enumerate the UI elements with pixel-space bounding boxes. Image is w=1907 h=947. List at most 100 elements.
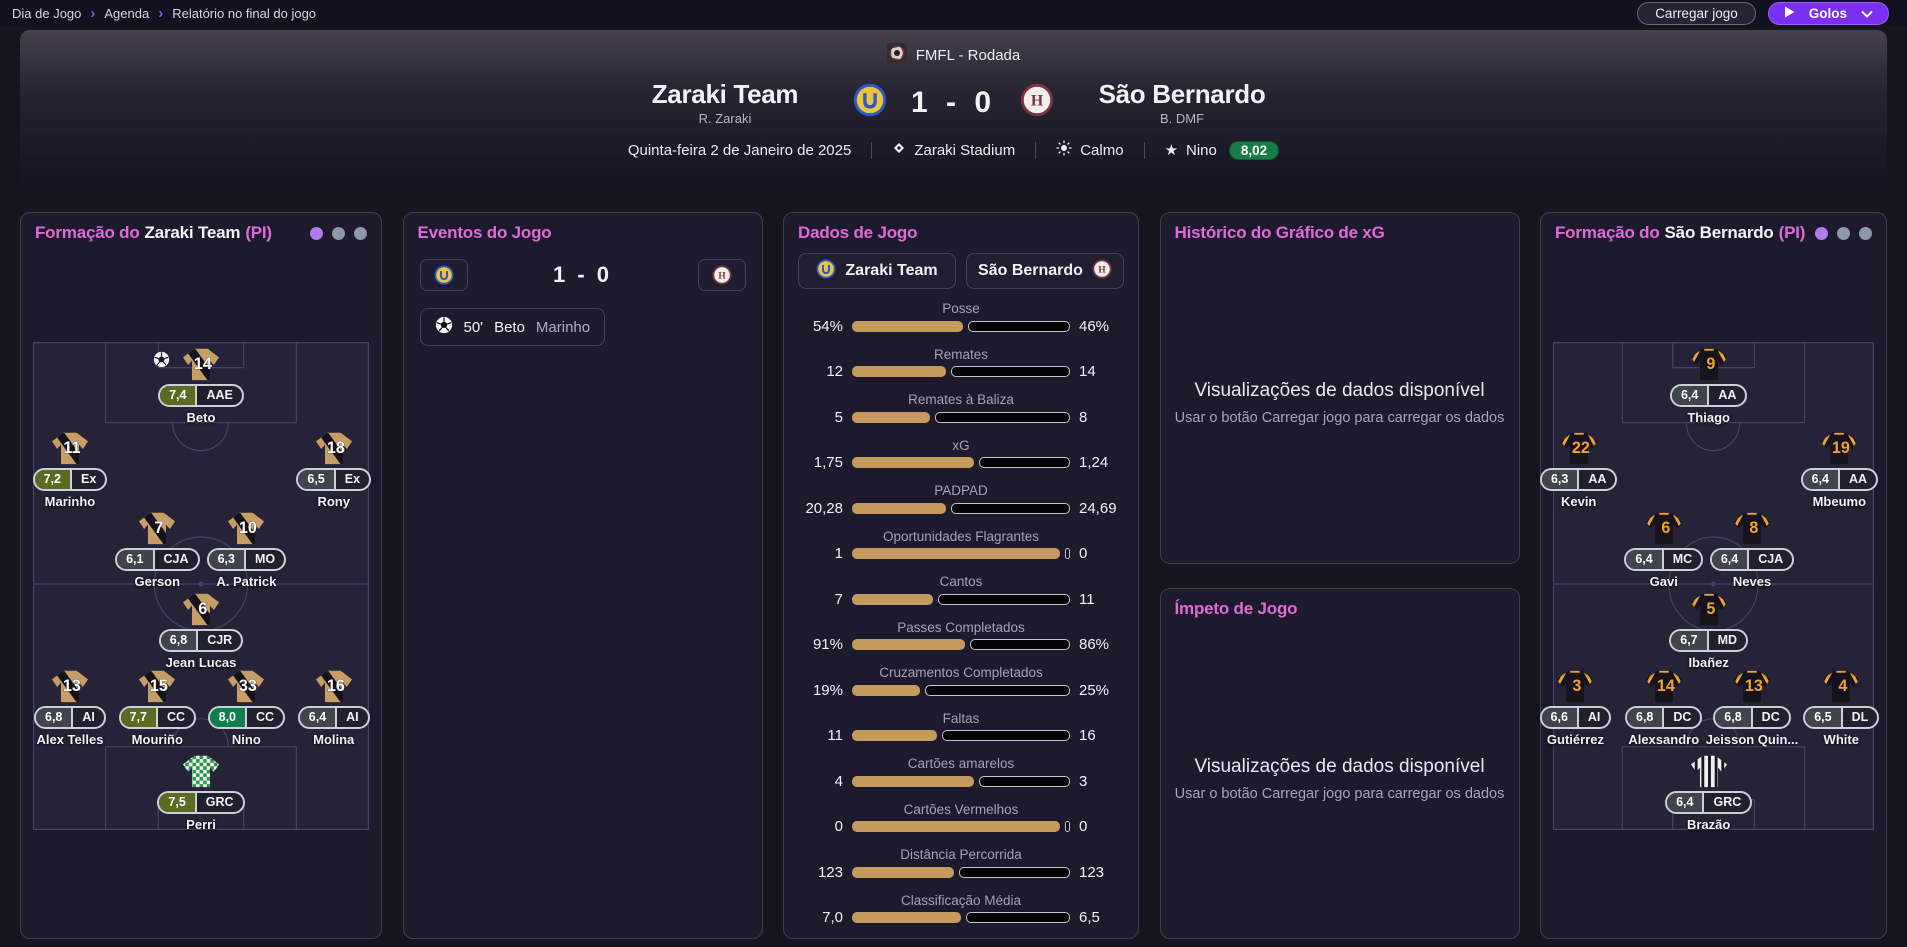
player-jeisson-quin[interactable]: 13 6,8 DC Jeisson Quin...	[1687, 667, 1817, 747]
player-rating-pill: 6,8 AI	[34, 706, 106, 729]
player-mouri-o[interactable]: 15 7,7 CC Mouriño	[92, 667, 222, 747]
player-name: Rony	[317, 493, 350, 509]
player-rating-pill: 6,4 AA	[1800, 467, 1879, 491]
home-formation-panel: Formação do Zaraki Team (PI) 14 7,4 AAE Beto 1…	[20, 212, 382, 939]
stat-away-value: 11	[1079, 590, 1095, 608]
player-a-patrick[interactable]: 10 6,3 MO A. Patrick	[181, 509, 311, 589]
player-guti-rrez[interactable]: 3 6,6 AI Gutiérrez	[1510, 667, 1640, 747]
player-shirt: 14	[153, 345, 225, 383]
player-rating: 6,3	[208, 549, 244, 569]
svg-text:14: 14	[1657, 677, 1675, 695]
player-shirt: 13	[1728, 667, 1776, 705]
stats-home-team-button[interactable]: Zaraki Team	[798, 253, 956, 289]
best-player-item[interactable]: ★ Nino 8,02	[1165, 140, 1280, 160]
player-rating-pill: 6,1 CJA	[115, 547, 200, 571]
player-thiago[interactable]: 9 6,4 AA Thiago	[1644, 345, 1774, 425]
home-team-block[interactable]: Zaraki Team R. Zaraki	[615, 79, 835, 126]
stat-bar-away	[1065, 548, 1070, 559]
stat-bar	[852, 684, 1070, 696]
divider	[1143, 141, 1145, 159]
player-marinho[interactable]: 11 7,2 Ex Marinho	[5, 429, 135, 509]
player-position: AI	[335, 708, 368, 727]
score-row: Zaraki Team R. Zaraki 1 - 0 H São Bernar…	[615, 79, 1292, 126]
events-away-badge[interactable]: H	[697, 259, 746, 291]
player-rating: 6,4	[1802, 469, 1838, 489]
panel-dot[interactable]	[1837, 226, 1850, 240]
player-rating: 8,0	[209, 708, 246, 727]
stat-row-oportunidades-flagrantes: Oportunidades Flagrantes 1 0	[784, 529, 1138, 563]
momentum-panel: Ímpeto de Jogo Visualizações de dados di…	[1159, 588, 1520, 939]
player-gavi[interactable]: 6 6,4 MC Gavi	[1599, 509, 1729, 589]
stat-bar	[852, 866, 1070, 878]
player-nino[interactable]: 33 8,0 CC Nino	[181, 667, 311, 747]
player-rating-pill: 6,4 GRC	[1665, 790, 1753, 814]
player-name: Alexsandro	[1628, 732, 1700, 747]
player-rating-pill: 7,4 AAE	[158, 383, 244, 407]
stat-bar	[852, 639, 1070, 650]
player-molina[interactable]: 16 6,4 AI Molina	[269, 667, 399, 747]
panel-dot[interactable]	[1859, 226, 1872, 240]
empty-message-subtitle: Usar o botão Carregar jogo para carregar…	[1174, 785, 1505, 802]
panel-dot[interactable]	[332, 226, 345, 240]
player-iba-ez[interactable]: 5 6,7 MD Ibañez	[1644, 590, 1774, 670]
stat-bar-home	[852, 457, 975, 468]
player-position: AA	[1837, 469, 1876, 489]
player-perri[interactable]: 7,5 GRC Perri	[136, 752, 266, 832]
breadcrumb-separator-icon: ›	[90, 4, 96, 22]
player-beto[interactable]: 14 7,4 AAE Beto	[136, 345, 266, 425]
stat-bar-home	[852, 548, 1060, 559]
top-bar: Dia de Jogo › Agenda › Relatório no final do…	[0, 0, 1907, 26]
player-white[interactable]: 4 6,5 DL White	[1776, 667, 1906, 747]
panel-dot[interactable]	[354, 226, 367, 240]
competition-name: FMFL - Rodada	[915, 46, 1021, 64]
load-game-button[interactable]: Carregar jogo	[1637, 1, 1756, 25]
home-team-badge	[816, 258, 836, 284]
home-team-name: Zaraki Team	[651, 79, 799, 109]
empty-message-title: Visualizações de dados disponível	[1194, 755, 1485, 777]
player-rating-pill: 6,4 MC	[1624, 547, 1704, 571]
stats-away-team-button[interactable]: São Bernardo H	[966, 253, 1124, 289]
player-rating-pill: 6,5 Ex	[296, 467, 372, 491]
player-name: A. Patrick	[216, 573, 277, 589]
stat-row-xg: xG 1,75 1,24	[784, 438, 1138, 472]
stat-label: Cruzamentos Completados	[879, 665, 1043, 680]
breadcrumb-item-dia-de-jogo[interactable]: Dia de Jogo	[12, 5, 82, 21]
events-home-badge[interactable]	[419, 259, 468, 291]
player-gerson[interactable]: 7 6,1 CJA Gerson	[92, 509, 222, 589]
player-neves[interactable]: 8 6,4 CJA Neves	[1687, 509, 1817, 589]
player-rating: 6,8	[36, 708, 72, 727]
stat-home-value: 20,28	[805, 499, 843, 517]
panel-dot[interactable]	[310, 226, 323, 240]
divider	[1035, 141, 1037, 159]
player-name: Nino	[231, 732, 261, 747]
stat-home-value: 54%	[812, 317, 843, 335]
player-rating-pill: 6,8 DC	[1713, 706, 1791, 729]
panel-dot[interactable]	[1815, 226, 1828, 240]
stat-bar-home	[852, 366, 946, 377]
player-alex-telles[interactable]: 13 6,8 AI Alex Telles	[5, 667, 135, 747]
stat-bar	[852, 912, 1070, 923]
player-rating-pill: 6,7 MD	[1669, 628, 1749, 652]
player-braz-o[interactable]: 6,4 GRC Brazão	[1644, 752, 1774, 832]
stat-label: Posse	[942, 301, 980, 316]
svg-text:H: H	[718, 271, 726, 281]
player-jean-lucas[interactable]: 6 6,8 CJR Jean Lucas	[136, 590, 266, 670]
player-shirt	[177, 752, 225, 790]
player-kevin[interactable]: 22 6,3 AA Kevin	[1514, 429, 1644, 509]
player-rating-pill: 7,2 Ex	[32, 467, 108, 491]
away-team-block[interactable]: São Bernardo B. DMF	[1072, 79, 1292, 126]
breadcrumb-item-relat-rio-no-final-do-jogo[interactable]: Relatório no final do jogo	[172, 5, 317, 21]
player-rony[interactable]: 18 6,5 Ex Rony	[269, 429, 399, 509]
goals-button[interactable]: Golos	[1767, 1, 1889, 25]
stat-label: Faltas	[942, 710, 980, 726]
event-goal-item[interactable]: 50' Beto Marinho	[419, 308, 606, 346]
stat-row-cantos: Cantos 7 11	[784, 574, 1138, 608]
player-name: Mouriño	[131, 732, 183, 747]
away-team-badge: H	[1092, 258, 1112, 284]
events-title: Eventos do Jogo	[417, 223, 552, 242]
player-alexsandro[interactable]: 14 6,8 DC Alexsandro	[1599, 667, 1729, 747]
goal-ball-icon	[435, 316, 453, 338]
player-mbeumo[interactable]: 19 6,4 AA Mbeumo	[1774, 429, 1904, 509]
home-pitch: 14 7,4 AAE Beto 11 7,2 Ex Marinho 18 6,5 Ex Rony 7 6,…	[32, 342, 372, 832]
breadcrumb-item-agenda[interactable]: Agenda	[104, 5, 150, 21]
